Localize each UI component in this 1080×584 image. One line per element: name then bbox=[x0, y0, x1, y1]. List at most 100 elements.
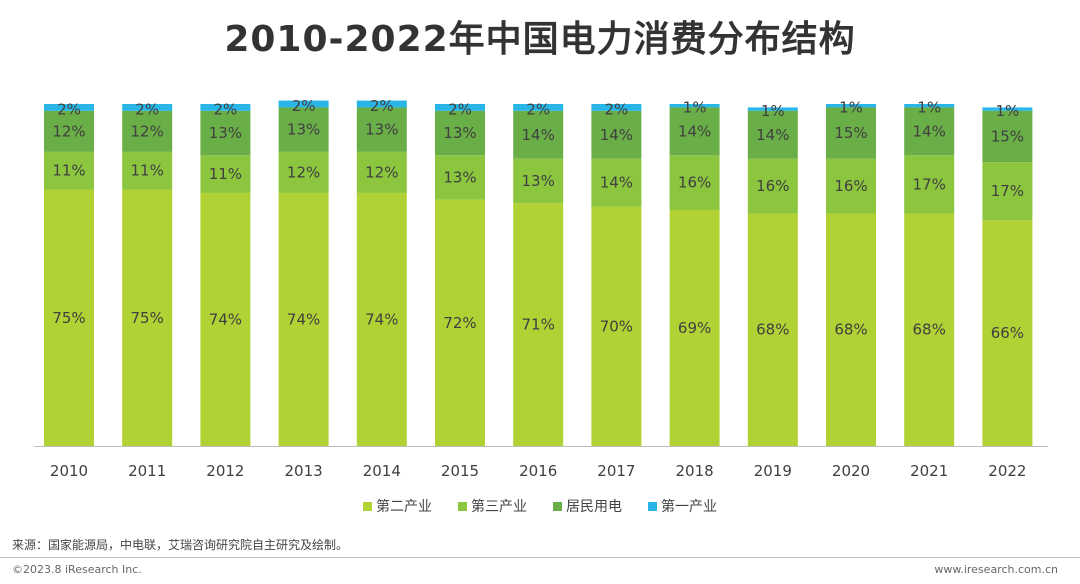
data-label: 15% bbox=[834, 124, 867, 142]
bar-segment bbox=[356, 151, 407, 193]
bar-segment bbox=[122, 104, 173, 111]
source-note: 来源：国家能源局，中电联，艾瑞咨询研究院自主研究及绘制。 bbox=[12, 538, 349, 552]
bar-segment bbox=[356, 107, 407, 152]
data-label: 13% bbox=[443, 124, 476, 142]
bar-segment bbox=[591, 110, 642, 159]
bar-segment bbox=[44, 104, 94, 111]
bar-segment bbox=[669, 210, 720, 446]
data-label: 17% bbox=[913, 175, 946, 193]
bar-segment bbox=[435, 199, 485, 446]
bar-segment bbox=[826, 213, 876, 446]
data-label: 71% bbox=[522, 316, 555, 334]
data-label: 2% bbox=[605, 100, 629, 118]
data-label: 1% bbox=[996, 102, 1020, 120]
data-label: 15% bbox=[991, 127, 1024, 145]
bar-segment bbox=[591, 158, 642, 207]
data-label: 13% bbox=[522, 172, 555, 190]
x-tick-label: 2021 bbox=[910, 462, 948, 480]
chart-title: 2010-2022年中国电力消费分布结构 bbox=[224, 19, 856, 60]
bar-segment bbox=[513, 104, 564, 111]
data-label: 2% bbox=[526, 100, 550, 118]
data-label: 14% bbox=[913, 122, 946, 140]
x-tick-label: 2015 bbox=[441, 462, 479, 480]
data-label: 13% bbox=[443, 169, 476, 187]
x-tick-label: 2012 bbox=[206, 462, 244, 480]
bar-segment bbox=[904, 155, 955, 214]
bar-segment bbox=[669, 104, 720, 108]
data-label: 66% bbox=[991, 324, 1024, 342]
data-label: 2% bbox=[135, 100, 159, 118]
data-label: 13% bbox=[365, 121, 398, 139]
bar-segment bbox=[904, 107, 955, 156]
data-label: 14% bbox=[522, 126, 555, 144]
data-label: 16% bbox=[756, 177, 789, 195]
data-label: 12% bbox=[52, 122, 85, 140]
data-label: 13% bbox=[287, 121, 320, 139]
bar-segment bbox=[200, 155, 251, 193]
bar-segment bbox=[513, 110, 564, 159]
data-label: 2% bbox=[214, 100, 238, 118]
bar-segment bbox=[747, 110, 798, 159]
bar-segment bbox=[904, 104, 955, 108]
data-label: 74% bbox=[209, 310, 242, 328]
bar-segment bbox=[826, 107, 876, 159]
bar-segment bbox=[435, 155, 485, 200]
legend-item: 第一产业 bbox=[648, 496, 717, 516]
data-label: 68% bbox=[756, 321, 789, 339]
bar-segment bbox=[44, 151, 94, 190]
data-label: 2% bbox=[292, 97, 316, 115]
bar-segment bbox=[669, 107, 720, 156]
data-label: 1% bbox=[917, 99, 941, 117]
data-label: 75% bbox=[131, 309, 164, 327]
bar-segment bbox=[747, 213, 798, 446]
legend-item: 居民用电 bbox=[553, 496, 622, 516]
data-label: 2% bbox=[370, 97, 394, 115]
data-label: 69% bbox=[678, 319, 711, 337]
bar-segment bbox=[747, 107, 798, 111]
legend-label: 第一产业 bbox=[661, 499, 717, 515]
bar-segment bbox=[44, 189, 94, 446]
legend-swatch bbox=[553, 501, 562, 511]
bar-segment bbox=[122, 189, 173, 446]
data-label: 72% bbox=[443, 314, 476, 332]
legend-label: 居民用电 bbox=[566, 499, 622, 515]
x-tick-label: 2022 bbox=[988, 462, 1026, 480]
bar-segment bbox=[513, 158, 564, 204]
x-tick-label: 2018 bbox=[676, 462, 714, 480]
legend-label: 第二产业 bbox=[376, 499, 432, 515]
bar-segment bbox=[278, 100, 329, 108]
data-label: 17% bbox=[991, 182, 1024, 200]
data-label: 11% bbox=[52, 162, 85, 180]
bar-segment bbox=[200, 104, 251, 111]
bar-segment bbox=[435, 110, 485, 156]
data-label: 14% bbox=[756, 126, 789, 144]
data-label: 16% bbox=[834, 177, 867, 195]
legend-item: 第三产业 bbox=[458, 496, 527, 516]
bar-segment bbox=[122, 110, 173, 152]
bar-segment bbox=[200, 110, 251, 156]
data-label: 1% bbox=[839, 99, 863, 117]
x-tick-label: 2011 bbox=[128, 462, 166, 480]
data-label: 74% bbox=[287, 310, 320, 328]
data-label: 12% bbox=[365, 163, 398, 181]
x-tick-label: 2013 bbox=[285, 462, 323, 480]
legend-swatch bbox=[363, 501, 372, 511]
data-label: 13% bbox=[209, 124, 242, 142]
bar-segment bbox=[982, 110, 1033, 163]
data-label: 14% bbox=[678, 122, 711, 140]
x-tick-label: 2014 bbox=[363, 462, 401, 480]
legend-item: 第二产业 bbox=[363, 496, 432, 516]
x-tick-label: 2017 bbox=[597, 462, 635, 480]
data-label: 75% bbox=[52, 309, 85, 327]
legend-swatch bbox=[458, 501, 467, 511]
data-label: 14% bbox=[600, 126, 633, 144]
bar-segment bbox=[278, 192, 329, 446]
data-label: 1% bbox=[683, 99, 707, 117]
bar-segment bbox=[904, 213, 955, 446]
legend-label: 第三产业 bbox=[471, 499, 527, 515]
data-label: 12% bbox=[287, 163, 320, 181]
x-tick-label: 2010 bbox=[50, 462, 88, 480]
legend-swatch bbox=[648, 501, 657, 511]
data-label: 68% bbox=[913, 321, 946, 339]
stacked-bar-chart: 75% 11% 12% 2% 2010 75% 11% 12% 2% 2011 74% 11% 13% 2… bbox=[34, 97, 1048, 480]
